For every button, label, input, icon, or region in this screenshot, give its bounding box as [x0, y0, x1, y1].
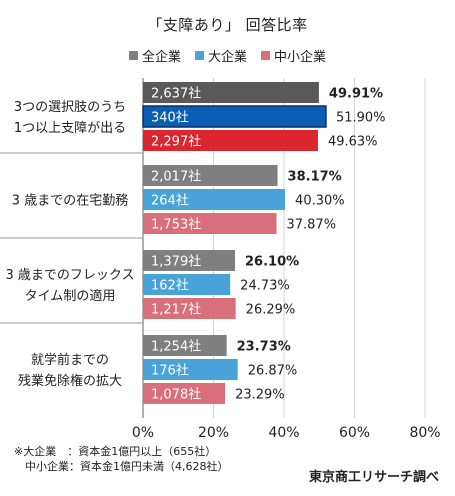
bar-count-label: 1,217社 [151, 302, 201, 318]
bar-value-label: 37.87% [286, 218, 336, 233]
bar-value-label: 38.17% [288, 170, 342, 185]
footnote: ※大企業 ：資本金1億円以上（655社） 中小企業：資本金1億円未満（4,628… [14, 444, 229, 474]
bar [143, 383, 226, 404]
x-tick-label: 40% [268, 425, 299, 441]
bar-value-label: 24.73% [240, 279, 290, 294]
bar [143, 165, 278, 186]
legend-swatch-large [194, 51, 204, 60]
footnote-line-1: ※大企業 ：資本金1億円以上（655社） [14, 445, 217, 458]
bar-value-label: 26.87% [248, 364, 298, 379]
bar-value-label: 26.29% [246, 303, 296, 318]
category-label: 3 歳までの在宅勤務 [12, 194, 128, 209]
bar-value-label: 23.73% [237, 340, 291, 355]
bar-value-label: 23.29% [235, 388, 285, 403]
bar-value-label: 51.90% [336, 111, 386, 126]
legend-label-all: 全企業 [141, 50, 181, 65]
bar [143, 359, 238, 380]
bar [143, 335, 227, 356]
x-tick-label: 60% [339, 425, 370, 441]
legend-swatch-sme [261, 51, 270, 60]
category-label: 3つの選択肢のうち [14, 99, 126, 115]
chart-title: 「支障あり」 回答比率 [147, 16, 308, 34]
category-label: 3 歳までのフレックス [5, 268, 134, 283]
bar-count-label: 1,078社 [151, 387, 201, 403]
bar-count-label: 162社 [151, 278, 189, 294]
bar [143, 213, 277, 234]
bar [143, 274, 231, 295]
bar-value-label: 49.91% [329, 87, 383, 102]
bar-count-label: 2,637社 [151, 86, 201, 102]
bar [143, 82, 319, 103]
bar-value-label: 26.10% [245, 255, 299, 270]
bar-count-label: 2,017社 [151, 169, 201, 185]
bar-count-label: 1,379社 [151, 254, 201, 270]
bar-count-label: 340社 [151, 110, 189, 126]
footnote-line-2: 中小企業：資本金1億円未満（4,628社） [14, 460, 229, 473]
bar [143, 298, 236, 319]
legend-label-sme: 中小企業 [274, 50, 327, 65]
bar-value-label: 49.63% [328, 135, 378, 150]
bar-value-label: 40.30% [295, 194, 345, 209]
bar [143, 250, 236, 271]
bar-count-label: 264社 [151, 193, 189, 209]
bar [143, 130, 318, 151]
category-label: 就学前までの [31, 352, 109, 368]
legend-item-all: 全企業 [128, 46, 181, 65]
legend-swatch-all [128, 51, 138, 60]
bar-count-label: 1,753社 [151, 217, 201, 233]
legend: 全企業 大企業 中小企業 [0, 46, 455, 65]
bar-count-label: 176社 [151, 363, 189, 379]
category-label: 1つ以上支障が出る [14, 121, 126, 136]
x-tick-label: 20% [198, 425, 229, 441]
x-tick-label: 0% [132, 425, 154, 441]
category-label: 残業免除権の拡大 [18, 373, 122, 389]
legend-label-large: 大企業 [207, 50, 247, 65]
x-tick-label: 80% [409, 425, 440, 441]
source-note: 東京商工リサーチ調べ [308, 470, 439, 485]
legend-item-large: 大企業 [194, 46, 247, 65]
bar [143, 189, 286, 210]
bar [142, 105, 327, 128]
bar-count-label: 2,297社 [151, 134, 201, 150]
legend-item-sme: 中小企業 [261, 46, 326, 65]
category-label: タイム制の適用 [25, 288, 116, 304]
bar-count-label: 1,254社 [151, 339, 201, 355]
